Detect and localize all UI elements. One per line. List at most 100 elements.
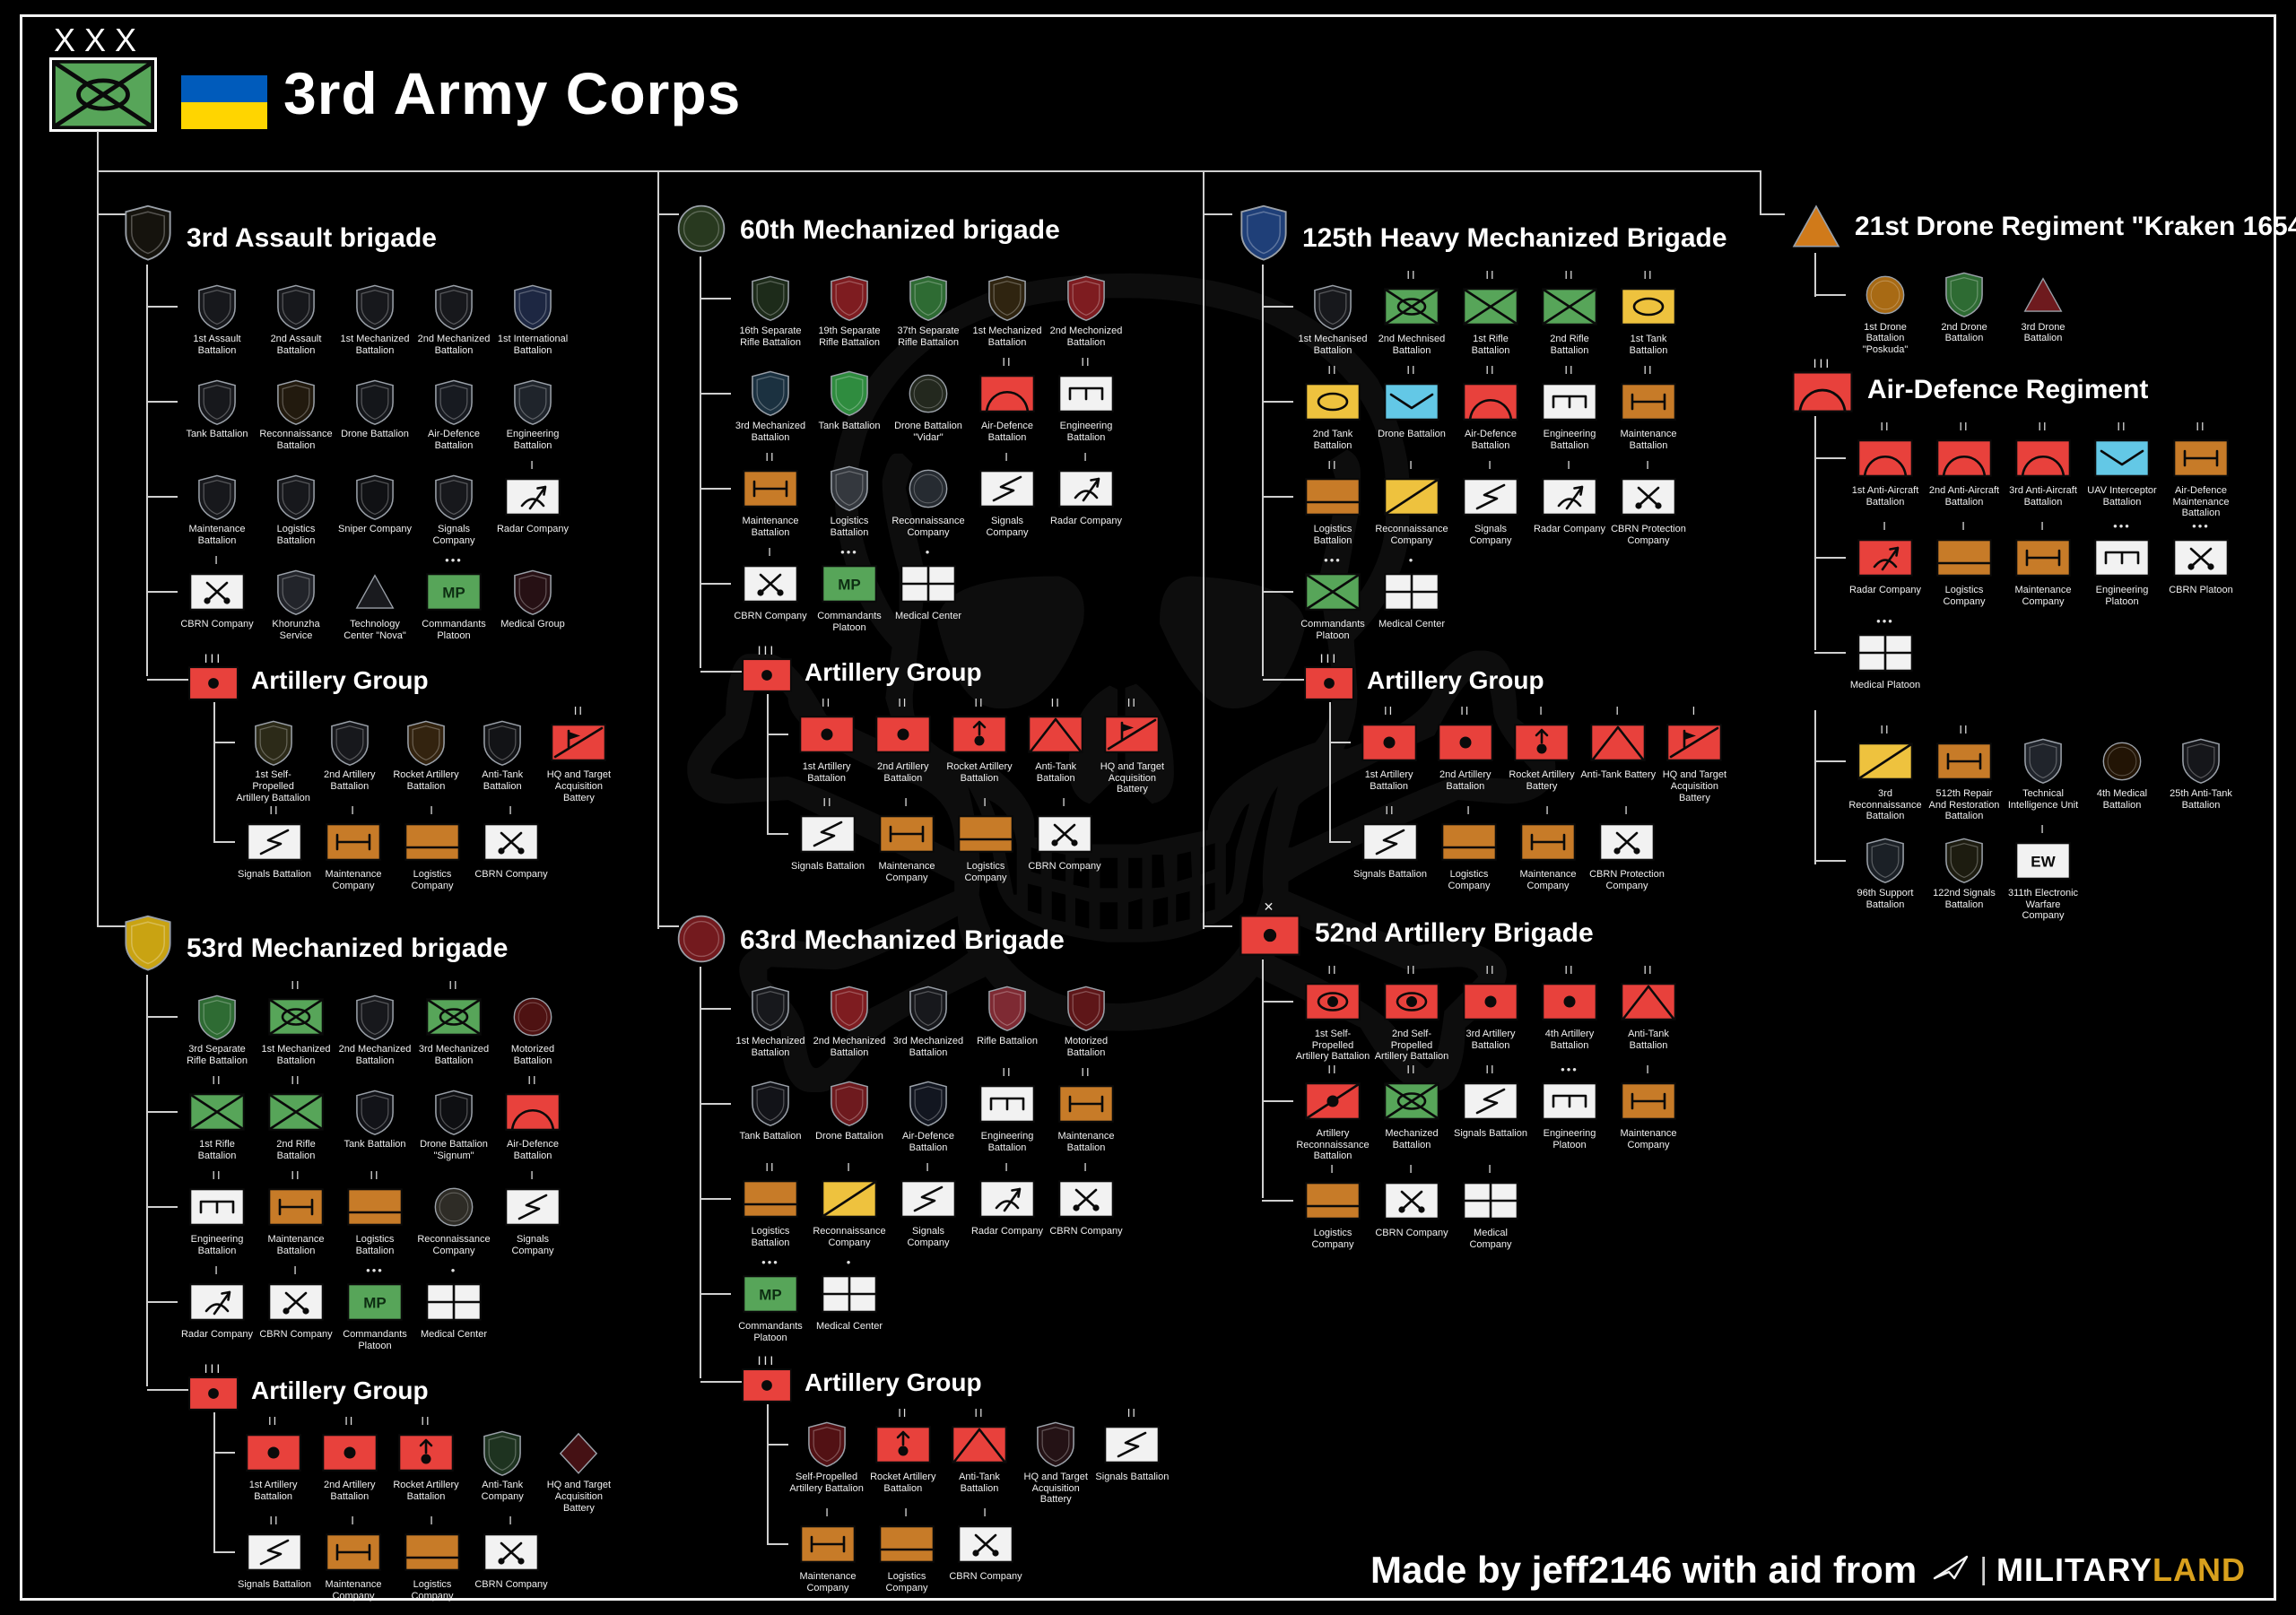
unit-label: Logistics Company: [885, 1570, 928, 1593]
unit-1st-mechanized-battalion: 1st Mechanized Battalion: [968, 260, 1047, 355]
artillery-group-badge-icon: [188, 666, 239, 701]
org-row: Tank Battalion Reconnaissance Battalion Dr…: [146, 363, 617, 458]
unit-radar-company: I Radar Company: [493, 458, 572, 553]
unit-logistics-company: I Logistics Company: [867, 1506, 946, 1601]
unit-label: Anti-Tank Battery: [1580, 769, 1657, 781]
org-row: 96th Support Battalion 122nd Signals Batt…: [1814, 822, 2285, 922]
unit-label: Logistics Battalion: [355, 1234, 395, 1257]
artillery-reconnaissance-symbol-icon: [1305, 1077, 1361, 1125]
unit-cbrn-company: I CBRN Company: [472, 1514, 551, 1609]
engineer-symbol-icon: [1542, 1077, 1597, 1125]
unit-2nd-mechanized-battalion: 2nd Mechanized Battalion: [810, 970, 889, 1065]
unit-label: Signals Company: [907, 1226, 950, 1248]
unit-tank-battalion: Tank Battalion: [810, 355, 889, 450]
echelon-mark: III: [204, 1361, 223, 1376]
unit-label: Signals Company: [432, 524, 475, 547]
unit-label: Reconnaissance Company: [813, 1226, 886, 1248]
unit-1st-self-propelled-artillery-battalion: 1st Self-Propelled Artillery Battalion: [235, 704, 311, 803]
unit-radar-company: I Radar Company: [1846, 519, 1925, 614]
section-header: III Air-Defence Regiment: [1792, 355, 2285, 413]
unit-patch-icon: [830, 1080, 869, 1128]
uav-symbol-icon: [2094, 434, 2150, 482]
round-patch-icon: [513, 993, 552, 1041]
echelon-mark: II: [291, 1073, 301, 1088]
org-row: I CBRN Company Khorunzha Service Technology…: [146, 553, 617, 648]
unit-air-defence-battalion: II Air-Defence Battalion: [493, 1073, 572, 1168]
org-row: II Signals Battalion I Maintenance Company I…: [213, 1514, 617, 1609]
unit-label: 2nd Rifle Battalion: [1550, 334, 1589, 357]
unit-logistics-company: I Logistics Company: [1430, 803, 1509, 899]
unit-label: Khorunzha Service: [272, 619, 320, 642]
unit-anti-tank-battalion: II Anti-Tank Battalion: [1609, 963, 1688, 1063]
air-defence-symbol-icon: [1857, 434, 1913, 482]
cbrn-symbol-icon: [189, 568, 245, 616]
echelon-mark: I: [1961, 518, 1967, 533]
logistics-symbol-icon: [1305, 473, 1361, 521]
unit-label: CBRN Company: [1049, 1226, 1123, 1237]
unit-label: Signals Battalion: [1095, 1472, 1170, 1482]
echelon-mark: I: [351, 1514, 356, 1528]
section-title: 21st Drone Regiment "Kraken 1654": [1855, 211, 2296, 241]
unit-maintenance-company: I Maintenance Company: [1609, 1063, 1688, 1162]
org-row: 1st Mechanised Battalion II 2nd Mechnised …: [1262, 268, 1733, 363]
echelon-mark: I: [926, 1160, 931, 1174]
unit-label: Radar Company: [496, 524, 570, 535]
unit-label: Engineering Battalion: [190, 1234, 244, 1257]
cbrn-symbol-icon: [1621, 473, 1676, 521]
unit-patch-icon: [197, 473, 237, 521]
section-mech63: 63rd Mechanized Brigade 1st Mechanized Ba…: [668, 899, 1170, 1601]
unit-label: Reconnaissance Company: [1375, 524, 1448, 547]
unit-signals-battalion: II Signals Battalion: [235, 803, 314, 899]
military-police-symbol-icon: MP: [822, 560, 877, 608]
echelon-mark: III: [757, 1353, 777, 1368]
unit-label: Engineering Platoon: [1543, 1127, 1596, 1150]
svg-text:MP: MP: [442, 585, 465, 602]
section-title: 53rd Mechanized brigade: [187, 933, 509, 964]
echelon-mark: II: [1485, 963, 1496, 977]
echelon-mark: I: [1567, 458, 1572, 473]
3rd-assault-brigade-badge-icon: [124, 204, 172, 261]
unit-reconnaissance-company: Reconnaissance Company: [414, 1168, 493, 1263]
unit-air-defence-maintenance-battalion: II Air-Defence Maintenance Battalion: [2161, 420, 2240, 519]
echelon-mark: II: [1050, 696, 1061, 709]
infantry-symbol-icon: [189, 1088, 245, 1136]
unit-cbrn-company: I CBRN Company: [472, 803, 551, 899]
unit-self-propelled-artillery-battalion: Self-Propelled Artillery Battalion: [788, 1406, 865, 1506]
unit-patch-icon: [276, 282, 316, 331]
unit-label: Signals Battalion: [791, 860, 865, 872]
unit-drone-battalion: Drone Battalion: [335, 363, 414, 458]
echelon-mark: II: [821, 696, 832, 709]
unit-signals-company: I Signals Company: [968, 450, 1047, 545]
org-row: 1st Assault Battalion 2nd Assault Battali…: [146, 268, 617, 363]
unit-label: 1st Tank Battalion: [1629, 334, 1668, 357]
unit-label: Anti-Tank Battalion: [959, 1472, 1000, 1494]
unit-label: Radar Company: [1049, 516, 1123, 526]
unit-label: Signals Company: [511, 1234, 554, 1257]
unit-commandants-platoon: ••• MP Commandants Platoon: [335, 1263, 414, 1359]
unit-2nd-mechanized-battalion: 2nd Mechanized Battalion: [335, 978, 414, 1073]
unit-medical-platoon: ••• Medical Platoon: [1846, 614, 1925, 709]
unit-label: Anti-Tank Battalion: [1035, 761, 1077, 784]
artillery-group-badge-icon: [742, 1368, 792, 1402]
unit-logistics-battalion: II Logistics Battalion: [1293, 458, 1372, 553]
unit-patch-icon: [987, 985, 1027, 1033]
unit-engineering-platoon: ••• Engineering Platoon: [1530, 1063, 1609, 1162]
org-row: Self-Propelled Artillery Battalion II Rock…: [767, 1406, 1170, 1506]
unit-1st-tank-battalion: II 1st Tank Battalion: [1609, 268, 1688, 363]
unit-1st-self-propelled-artillery-battalion: II 1st Self-Propelled Artillery Battalion: [1293, 963, 1372, 1063]
unit-2nd-mechonized-battalion: 2nd Mechonized Battalion: [1047, 260, 1126, 355]
unit-label: 37th Separate Rifle Battalion: [897, 326, 960, 348]
unit-label: Medical Center: [895, 611, 961, 621]
unit-patch-icon: [434, 282, 474, 331]
signals-symbol-icon: [1362, 818, 1418, 866]
unit-cbrn-company: I CBRN Company: [257, 1263, 335, 1359]
echelon-mark: I: [1466, 803, 1472, 818]
svg-text:MP: MP: [363, 1295, 387, 1312]
unit-radar-company: I Radar Company: [1047, 450, 1126, 545]
artillery-group-header: III Artillery Group: [147, 1359, 617, 1411]
unit-patch-icon: [406, 718, 446, 767]
org-row: II Engineering Battalion II Maintenance Bat…: [146, 1168, 617, 1263]
unit-air-defence-battalion: II Air-Defence Battalion: [968, 355, 1047, 450]
unit-hq-and-target-acquisition-battery: II HQ and Target Acquisition Battery: [1094, 696, 1170, 795]
mechanized-infantry-symbol-icon: [426, 993, 482, 1041]
